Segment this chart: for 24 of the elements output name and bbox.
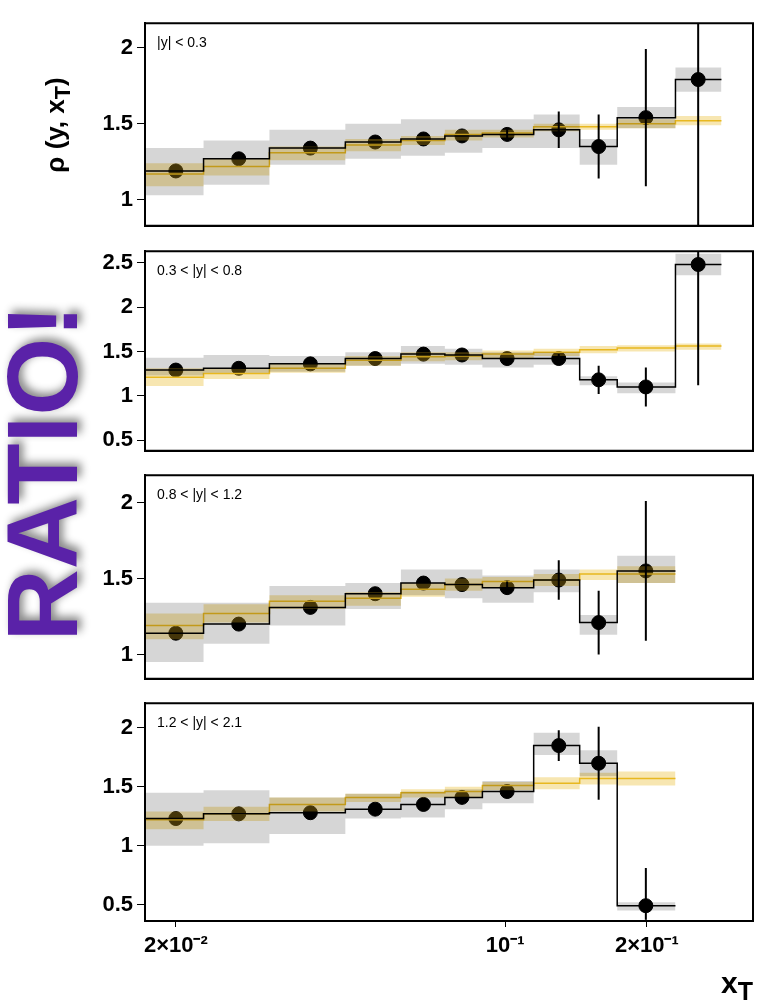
y-tick-label: 1.5 [102,109,133,135]
y-tick-label: 0.5 [102,426,133,452]
annotation: 0.3 < |y| < 0.8 [157,262,243,279]
y-tick-label: 1 [120,381,133,407]
x-tick-label: 2×10⁻² [143,932,208,958]
y-tick-label: 2 [120,33,133,59]
y-tick-label: 2 [120,488,133,514]
y-tick-label: 2 [120,713,133,739]
x-axis-title: x$_{T}$ [721,966,753,1006]
y-tick-label: 1 [120,831,133,857]
y-tick-label: 1 [120,185,133,211]
y-tick-label: 1.5 [102,564,133,590]
annotation: |y| < 0.3 [157,34,207,51]
x-tick-label: 10⁻¹ [485,932,525,958]
y-tick-label: 1 [120,640,133,666]
y-tick-label: 2.5 [102,248,133,274]
x-tick-label: 2×10⁻¹ [614,932,679,958]
annotation: 0.8 < |y| < 1.2 [157,486,243,503]
text: RATIO! [0,304,99,642]
y-tick-label: 1.5 [102,772,133,798]
annotation: 1.2 < |y| < 2.1 [157,714,243,731]
y-tick-label: 2 [120,293,133,319]
y-tick-label: 1.5 [102,337,133,363]
y-tick-label: 0.5 [102,890,133,916]
